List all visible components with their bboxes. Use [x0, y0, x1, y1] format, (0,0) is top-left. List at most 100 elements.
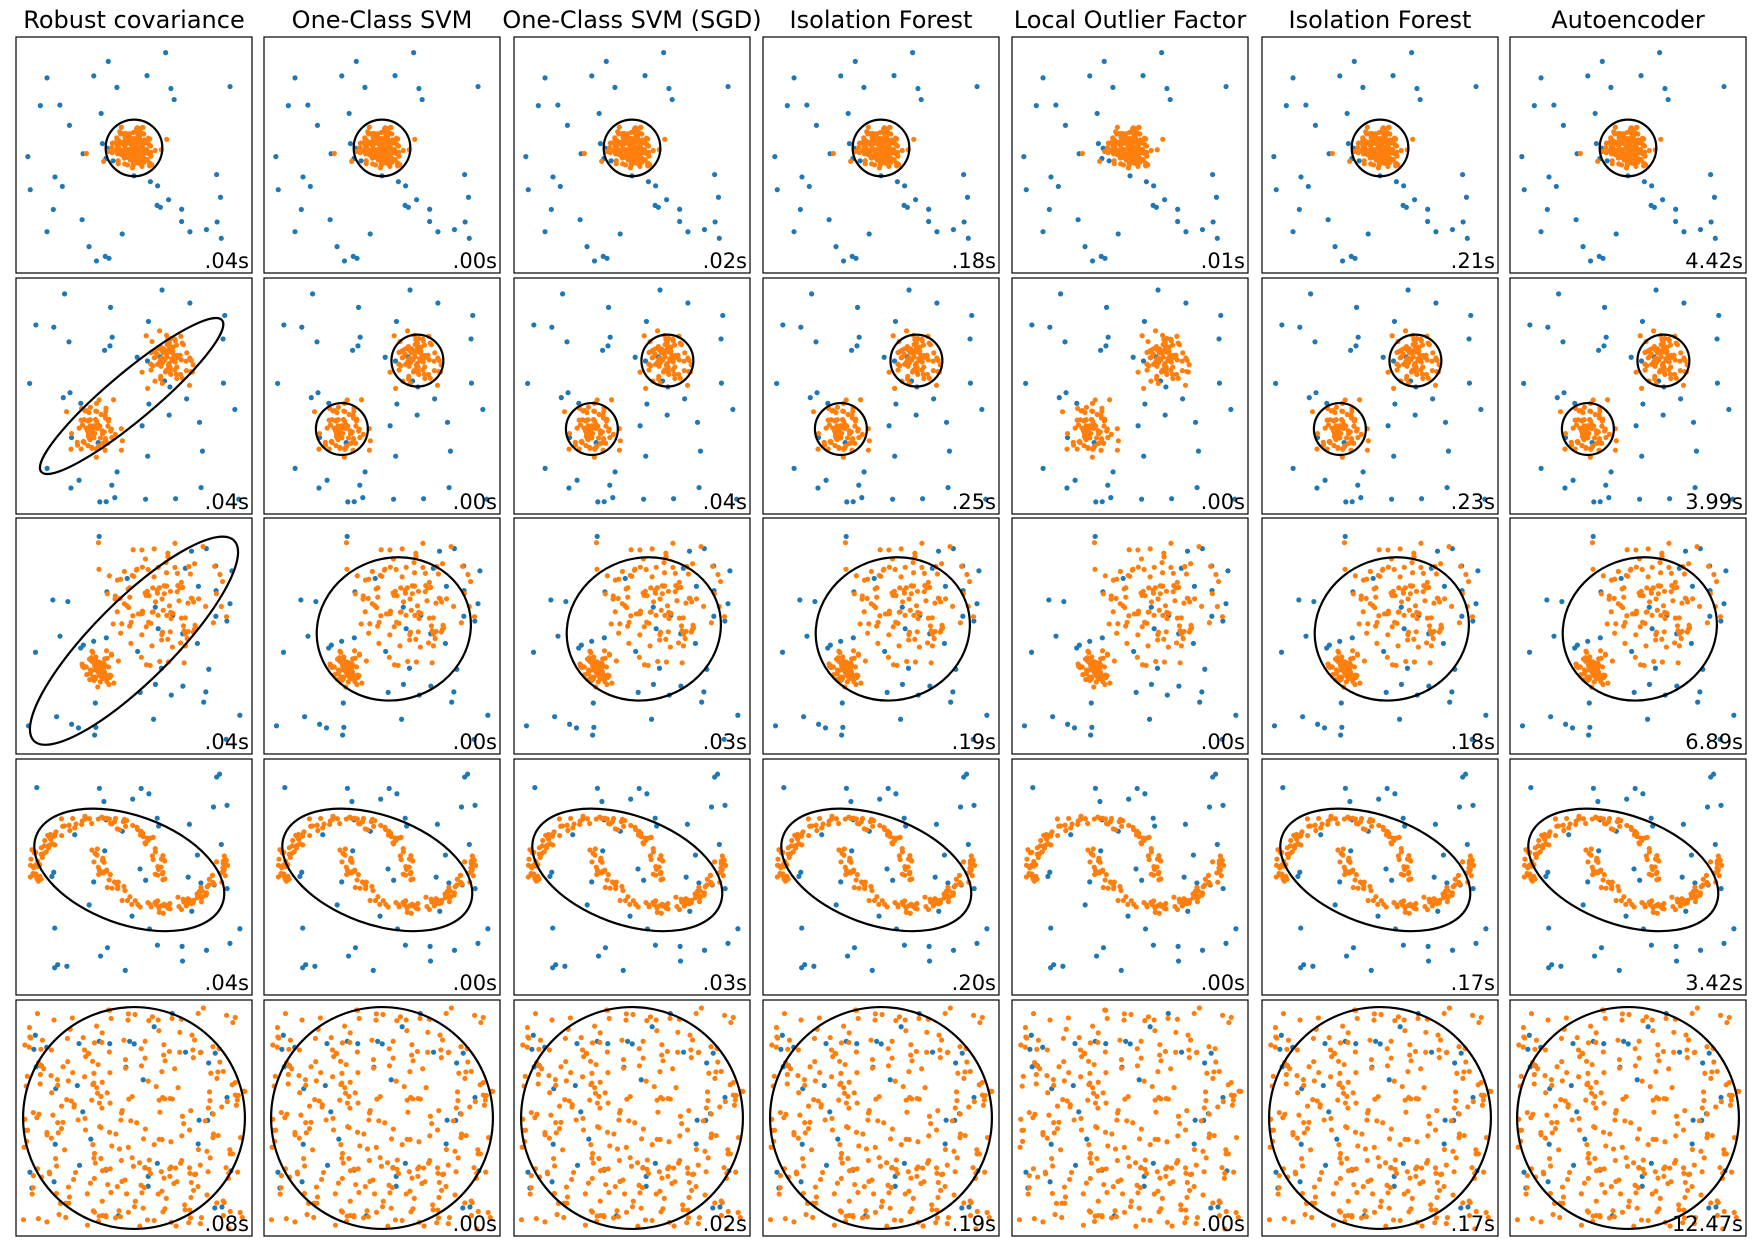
outlier-point [699, 699, 705, 705]
inlier-point [657, 355, 663, 361]
outlier-point [203, 689, 209, 695]
inlier-point [1174, 615, 1180, 621]
outlier-point [806, 183, 812, 190]
inlier-point [412, 583, 418, 589]
inlier-point [134, 566, 140, 572]
inlier-point [1136, 124, 1142, 131]
inlier-point [1354, 673, 1360, 679]
outlier-point [711, 613, 717, 619]
inlier-point [1141, 385, 1147, 391]
inlier-point [1586, 416, 1593, 423]
inlier-point [911, 583, 917, 589]
inlier-point [924, 640, 931, 646]
outlier-point [300, 174, 306, 180]
inlier-point [1422, 598, 1428, 604]
outlier-point [1593, 140, 1599, 147]
inlier-point [912, 659, 919, 665]
inlier-point [95, 684, 101, 690]
outlier-point [1040, 229, 1046, 235]
inlier-point [682, 635, 688, 642]
inlier-point [1637, 624, 1643, 630]
inlier-point [1631, 160, 1637, 167]
inlier-point [653, 564, 659, 570]
inlier-point [1351, 423, 1357, 429]
inlier-point [402, 587, 408, 593]
outlier-point [1056, 395, 1062, 401]
inlier-point [106, 573, 112, 579]
outlier-point [1021, 723, 1028, 729]
fit-time: 6.89s [1685, 730, 1743, 754]
inlier-point [186, 382, 193, 388]
inlier-point [911, 136, 917, 142]
outlier-point [1460, 171, 1466, 178]
outlier-point [1693, 448, 1700, 454]
outlier-point [103, 499, 109, 505]
outlier-point [189, 908, 195, 914]
inlier-point [1114, 131, 1120, 137]
inlier-point [376, 619, 382, 625]
inlier-point [414, 347, 420, 353]
inlier-point [122, 161, 128, 167]
fit-time: .00s [453, 490, 497, 514]
outlier-point [854, 304, 861, 310]
inlier-point [1595, 429, 1601, 435]
inlier-point [661, 368, 667, 374]
inlier-point [1214, 603, 1220, 610]
outlier-point [931, 396, 937, 402]
outlier-point [393, 453, 399, 459]
outlier-point [1659, 197, 1666, 203]
inlier-point [931, 350, 937, 356]
outlier-point [292, 229, 298, 235]
inlier-point [685, 571, 692, 577]
inlier-point [167, 588, 174, 594]
inlier-point [203, 890, 209, 896]
inlier-point [149, 338, 155, 345]
inlier-point [1400, 587, 1406, 593]
inlier-point [1413, 629, 1419, 635]
inlier-point [387, 547, 393, 553]
outlier-point [1271, 154, 1277, 160]
outlier-point [1075, 217, 1081, 223]
inlier-point [881, 566, 887, 572]
inlier-point [892, 566, 898, 573]
inlier-point [181, 660, 187, 666]
outlier-point [845, 110, 851, 117]
inlier-point [1081, 418, 1087, 424]
outlier-point [1555, 291, 1562, 297]
inlier-point [646, 153, 652, 159]
inlier-point [1612, 447, 1618, 453]
inlier-point [1661, 588, 1668, 594]
inlier-point [1679, 600, 1685, 606]
outlier-point [1023, 187, 1029, 193]
inlier-point [370, 161, 376, 167]
outlier-point [1218, 312, 1224, 319]
inlier-point [424, 598, 430, 604]
inlier-point [1577, 150, 1583, 157]
outlier-point [635, 689, 641, 695]
inlier-point [1115, 621, 1121, 627]
inlier-point [1111, 161, 1117, 167]
outlier-point [1548, 714, 1554, 720]
inlier-point [868, 155, 874, 161]
inlier-point [89, 444, 95, 451]
outlier-point [666, 85, 672, 92]
inlier-point [617, 621, 623, 627]
inlier-point [1405, 637, 1411, 643]
outlier-point [101, 347, 108, 353]
outlier-point [1393, 179, 1399, 185]
inlier-point [1159, 570, 1166, 576]
outlier-point [139, 423, 145, 429]
inlier-point [1633, 369, 1639, 375]
inlier-point [93, 654, 99, 660]
inlier-point [1687, 625, 1693, 631]
outlier-point [1365, 231, 1371, 237]
outlier-point [1585, 73, 1591, 79]
inlier-point [1186, 362, 1192, 368]
inlier-point [429, 628, 435, 634]
inlier-point [177, 640, 184, 646]
inlier-point [1604, 397, 1611, 403]
fit-time: 3.99s [1685, 490, 1743, 514]
inlier-point [161, 591, 167, 597]
inlier-point [396, 149, 402, 155]
inlier-point [120, 148, 126, 154]
